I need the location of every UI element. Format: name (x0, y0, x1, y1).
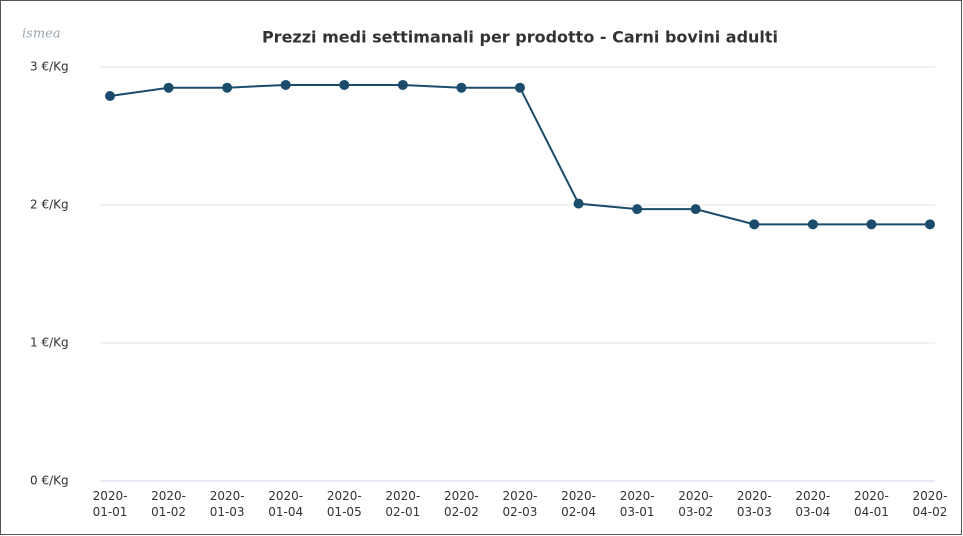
point (280, 79, 291, 90)
point (456, 82, 467, 93)
y-tick-label: 2 €/Kg (30, 198, 69, 212)
x-tick-label: 2020- 01-05 (327, 489, 362, 519)
x-tick-line: 2020- (327, 489, 362, 503)
point (924, 219, 935, 230)
x-tick-line: 03-04 (795, 505, 830, 519)
y-tick-label: 3 €/Kg (30, 60, 69, 74)
x-tick-line: 01-04 (268, 505, 303, 519)
x-tick-line: 01-01 (93, 505, 128, 519)
x-tick-label: 2020- 01-03 (210, 489, 245, 519)
point (514, 82, 525, 93)
x-tick-line: 04-01 (854, 505, 889, 519)
x-tick-line: 2020- (151, 489, 186, 503)
point (339, 79, 350, 90)
point (397, 79, 408, 90)
x-tick-line: 03-02 (678, 505, 713, 519)
point (690, 204, 701, 215)
x-tick-label: 2020- 01-02 (151, 489, 186, 519)
point (573, 198, 584, 209)
point (632, 204, 643, 215)
x-tick-line: 2020- (561, 489, 596, 503)
chart-title: Prezzi medi settimanali per prodotto - C… (262, 28, 778, 47)
x-tick-line: 02-04 (561, 505, 596, 519)
x-tick-line: 01-05 (327, 505, 362, 519)
x-tick-line: 2020- (737, 489, 772, 503)
x-tick-line: 01-02 (151, 505, 186, 519)
x-tick-label: 2020- 02-02 (444, 489, 479, 519)
x-tick-line: 02-03 (503, 505, 538, 519)
point (807, 219, 818, 230)
y-tick-label: 1 €/Kg (30, 336, 69, 350)
x-tick-line: 2020- (620, 489, 655, 503)
x-tick-label: 2020- 02-04 (561, 489, 596, 519)
x-tick-line: 2020- (385, 489, 420, 503)
x-tick-line: 04-02 (913, 505, 948, 519)
x-tick-line: 02-01 (385, 505, 420, 519)
point (749, 219, 760, 230)
point (866, 219, 877, 230)
x-tick-line: 2020- (678, 489, 713, 503)
x-tick-line: 2020- (210, 489, 245, 503)
x-tick-label: 2020- 03-02 (678, 489, 713, 519)
x-tick-line: 2020- (503, 489, 538, 503)
x-tick-label: 2020- 01-04 (268, 489, 303, 519)
x-tick-line: 2020- (913, 489, 948, 503)
x-tick-label: 2020- 03-03 (737, 489, 772, 519)
x-tick-label: 2020- 03-01 (620, 489, 655, 519)
x-tick-label: 2020- 02-03 (503, 489, 538, 519)
x-tick-label: 2020- 03-04 (795, 489, 830, 519)
x-tick-line: 03-01 (620, 505, 655, 519)
x-tick-line: 2020- (268, 489, 303, 503)
x-tick-line: 2020- (854, 489, 889, 503)
x-tick-label: 2020- 01-01 (93, 489, 128, 519)
x-tick-label: 2020- 04-01 (854, 489, 889, 519)
x-tick-label: 2020- 04-02 (913, 489, 948, 519)
x-tick-label: 2020- 02-01 (385, 489, 420, 519)
x-tick-line: 03-03 (737, 505, 772, 519)
y-tick-label: 0 €/Kg (30, 474, 69, 488)
point (105, 90, 115, 101)
logo: ismea (22, 27, 61, 42)
x-tick-line: 2020- (444, 489, 479, 503)
x-tick-line: 01-03 (210, 505, 245, 519)
x-tick-line: 2020- (795, 489, 830, 503)
x-tick-line: 2020- (93, 489, 128, 503)
point (222, 82, 233, 93)
x-tick-line: 02-02 (444, 505, 479, 519)
point (163, 82, 174, 93)
